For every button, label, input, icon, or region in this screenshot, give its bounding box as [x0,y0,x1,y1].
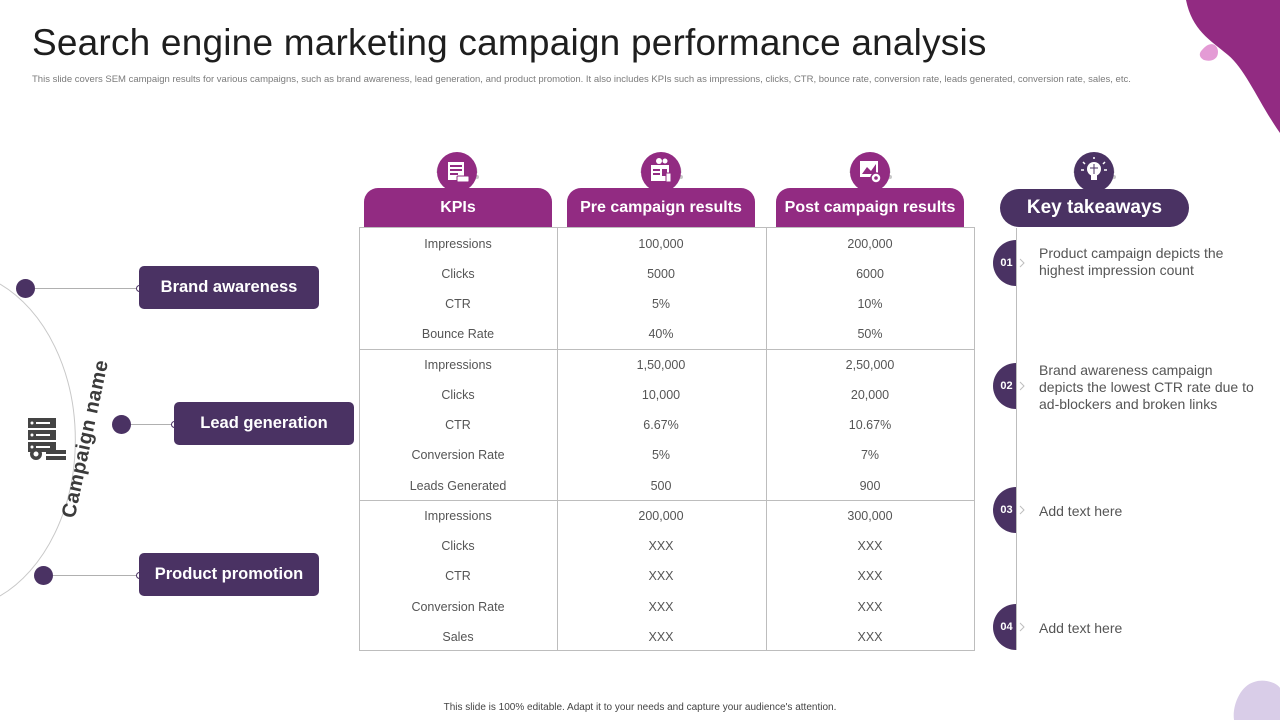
pre-cell: XXX [648,600,674,614]
takeaway-number: 04 [1000,621,1013,633]
kpi-cell: Clicks [441,539,475,553]
post-cell: 20,000 [850,388,890,402]
kpi-cell: Impressions [424,237,492,251]
brand-awareness-label: Brand awareness [139,266,319,309]
pre-cell: 500 [650,479,672,493]
post-cell: XXX [857,539,883,553]
post-cell: 50% [857,327,883,341]
product-promotion-label: Product promotion [139,553,319,596]
connector-line [35,288,139,289]
post-cell: XXX [857,569,883,583]
column-divider [557,228,558,650]
pre-campaign-header: Pre campaign results [567,188,755,228]
pre-cell: XXX [648,539,674,553]
kpi-cell: Bounce Rate [421,327,495,341]
kpi-report-icon [436,152,479,192]
pre-cell: 40% [648,327,674,341]
pre-campaign-board-icon [640,152,683,192]
campaign-arc [0,283,76,597]
takeaway-number-badge [993,487,1025,533]
connector-line [53,575,139,576]
kpi-cell: Conversion Rate [411,600,505,614]
kpi-cell: CTR [445,569,471,583]
takeaway-text: Brand awareness campaign depicts the low… [1039,362,1254,412]
footer-note: This slide is 100% editable. Adapt it to… [443,702,837,713]
post-cell: 6000 [856,267,884,281]
post-cell: 300,000 [847,509,893,523]
kpi-cell: Impressions [424,358,492,372]
pre-cell: 10,000 [641,388,681,402]
post-cell: 200,000 [847,237,893,251]
takeaway-number-badge [993,363,1025,409]
kpi-cell: Sales [442,630,474,644]
pre-cell: 5% [651,297,671,311]
takeaway-text: Add text here [1039,620,1123,636]
group-divider [360,500,974,501]
kpi-cell: Conversion Rate [411,448,505,462]
post-cell: 900 [859,479,881,493]
kpi-cell: Leads Generated [409,479,507,493]
takeaways-timeline [1016,228,1017,650]
group-divider [360,349,974,350]
post-cell: XXX [857,600,883,614]
lead-generation-node [112,415,131,434]
page-subtitle: This slide covers SEM campaign results f… [32,74,1131,85]
lead-generation-label: Lead generation [174,402,354,445]
takeaway-number: 02 [1000,380,1013,392]
kpis-header: KPIs [364,188,552,228]
corner-decoration [1186,0,1280,133]
product-promotion-node [34,566,53,585]
pre-cell: 5000 [647,267,675,281]
page-title: Search engine marketing campaign perform… [32,22,987,63]
takeaway-number-badge [993,604,1025,650]
server-settings-icon [28,418,66,460]
brain-idea-icon [1073,152,1116,192]
kpi-cell: Clicks [441,388,475,402]
brand-awareness-node [16,279,35,298]
pre-cell: 5% [651,448,671,462]
pre-cell: XXX [648,569,674,583]
key-takeaways-title: Key takeaways [1000,189,1189,227]
connector-line [131,424,174,425]
kpi-cell: CTR [445,418,471,432]
post-cell: 10.67% [848,418,892,432]
kpi-cell: Impressions [424,509,492,523]
pre-cell: 200,000 [638,509,684,523]
takeaway-text: Product campaign depicts the highest imp… [1039,245,1224,278]
kpi-cell: Clicks [441,267,475,281]
column-divider [766,228,767,650]
results-table: Impressions 100,000 200,000 Clicks 5000 … [359,227,975,651]
post-campaign-analytics-icon [849,152,892,192]
pre-cell: XXX [648,630,674,644]
post-cell: XXX [857,630,883,644]
post-cell: 2,50,000 [845,358,895,372]
takeaway-text: Add text here [1039,503,1123,519]
takeaway-number: 01 [1000,257,1013,269]
kpi-cell: CTR [445,297,471,311]
pre-cell: 1,50,000 [636,358,686,372]
pre-cell: 100,000 [638,237,684,251]
post-campaign-header: Post campaign results [776,188,964,228]
takeaway-number-badge [993,240,1025,286]
corner-blob-decoration [1233,680,1280,720]
post-cell: 7% [860,448,880,462]
pre-cell: 6.67% [643,418,679,432]
post-cell: 10% [857,297,883,311]
takeaway-number: 03 [1000,504,1013,516]
